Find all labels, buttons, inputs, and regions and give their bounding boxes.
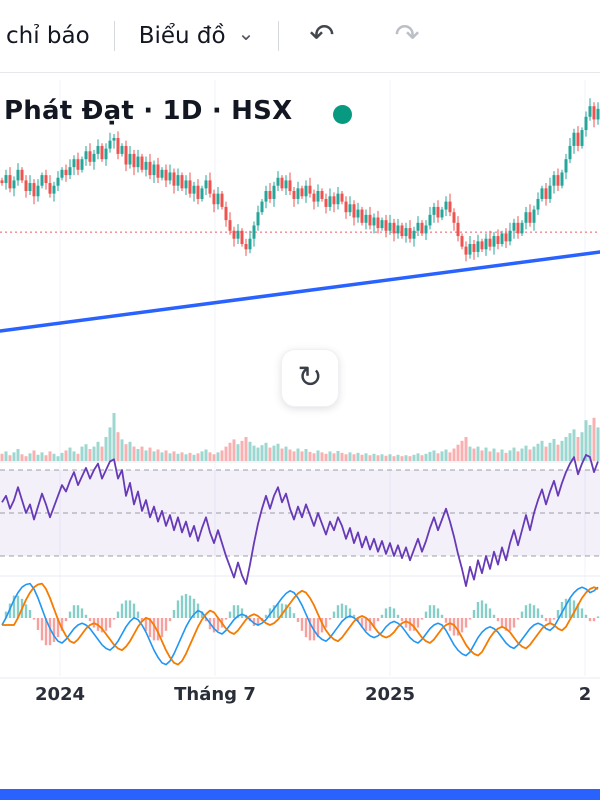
time-axis-label: Tháng 7	[174, 684, 256, 705]
chart-type-button-label: Biểu đồ	[138, 23, 226, 49]
toolbar-divider	[278, 21, 280, 51]
indicators-button[interactable]: chỉ báo	[0, 23, 114, 49]
chevron-down-icon: ⌄	[237, 21, 255, 45]
top-toolbar: chỉ báo Biểu đồ ⌄ ↶ ↷	[0, 0, 600, 73]
time-axis-label: 2025	[364, 684, 416, 705]
time-axis[interactable]: 2024 Tháng 7 2025 2	[0, 678, 600, 714]
chart-canvas[interactable]	[0, 0, 600, 680]
toolbar-divider	[113, 21, 115, 51]
redo-button[interactable]: ↷	[365, 21, 450, 51]
undo-icon: ↶	[309, 19, 335, 52]
refresh-button[interactable]: ↻	[281, 349, 339, 407]
chart-type-button[interactable]: Biểu đồ ⌄	[115, 23, 279, 49]
symbol-title[interactable]: Phát Đạt · 1D · HSX	[4, 96, 293, 126]
bottom-accent-bar	[0, 789, 600, 800]
undo-button[interactable]: ↶	[279, 21, 364, 51]
redo-icon: ↷	[394, 19, 420, 52]
refresh-icon: ↻	[297, 361, 323, 394]
indicators-button-label: chỉ báo	[6, 23, 90, 49]
time-axis-label: 2	[578, 684, 592, 705]
market-status-dot[interactable]	[333, 105, 352, 124]
time-axis-label: 2024	[34, 684, 86, 705]
